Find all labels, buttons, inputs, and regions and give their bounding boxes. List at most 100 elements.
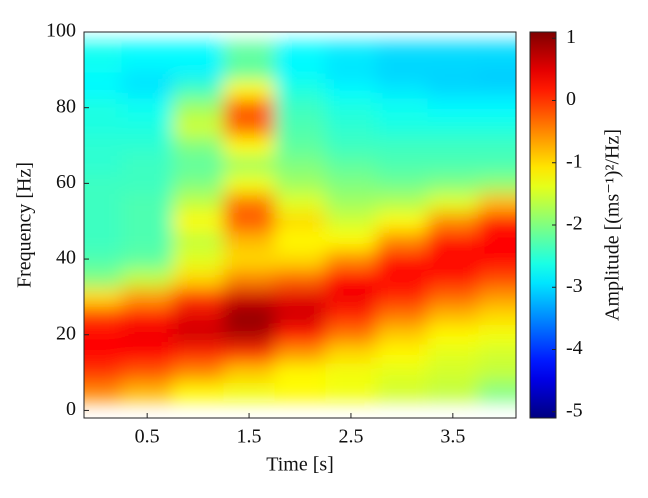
heatmap-cell bbox=[172, 306, 225, 326]
heatmap-cell bbox=[274, 230, 326, 251]
heatmap-cell bbox=[223, 325, 276, 345]
heatmap-cell bbox=[478, 41, 516, 73]
heatmap-cell bbox=[121, 98, 174, 118]
heatmap-cell bbox=[478, 211, 516, 232]
heatmap-cell bbox=[427, 325, 479, 345]
colorbar-tick-label: -4 bbox=[566, 337, 583, 359]
heatmap-cell bbox=[427, 211, 479, 232]
heatmap-cell bbox=[121, 363, 174, 383]
y-tick-label: 80 bbox=[56, 95, 76, 117]
heatmap-cell bbox=[325, 230, 377, 251]
heatmap-cell bbox=[223, 79, 276, 99]
heatmap-cell bbox=[325, 382, 377, 402]
heatmap-cell bbox=[376, 192, 428, 213]
heatmap-cell bbox=[223, 211, 276, 232]
heatmap-cell bbox=[172, 382, 225, 402]
heatmap-cell bbox=[274, 249, 326, 270]
heatmap-cell bbox=[223, 136, 276, 156]
heatmap-cell bbox=[274, 98, 326, 118]
x-tick-label: 1.5 bbox=[237, 426, 262, 448]
heatmap-cell bbox=[121, 268, 174, 288]
heatmap-cell bbox=[478, 98, 516, 118]
heatmap-cell bbox=[121, 41, 174, 73]
heatmap-cell bbox=[376, 79, 428, 99]
heatmap-cell bbox=[376, 136, 428, 156]
heatmap-cell bbox=[478, 306, 516, 326]
heatmap-cell bbox=[274, 117, 326, 137]
heatmap-cell bbox=[172, 325, 225, 345]
y-tick-label: 40 bbox=[56, 247, 76, 269]
heatmap-cell bbox=[223, 154, 276, 175]
heatmap-cell bbox=[274, 79, 326, 99]
x-tick-label: 2.5 bbox=[338, 426, 363, 448]
heatmap-cell bbox=[223, 173, 276, 194]
heatmap-cell bbox=[84, 192, 123, 213]
heatmap-cell bbox=[223, 249, 276, 270]
heatmap-cell bbox=[376, 363, 428, 383]
heatmap-cell bbox=[376, 382, 428, 402]
heatmap-cell bbox=[478, 325, 516, 345]
heatmap-cell bbox=[478, 363, 516, 383]
heatmap-cell bbox=[84, 117, 123, 137]
heatmap-cell bbox=[121, 287, 174, 307]
colorbar-tick-label: 0 bbox=[566, 88, 576, 110]
heatmap-cell bbox=[376, 268, 428, 288]
heatmap-cell bbox=[223, 306, 276, 326]
heatmap-cell bbox=[427, 154, 479, 175]
heatmap-cell bbox=[376, 287, 428, 307]
heatmap-cell bbox=[223, 192, 276, 213]
plot-frame bbox=[83, 31, 517, 419]
heatmap-cell bbox=[274, 287, 326, 307]
heatmap-cell bbox=[172, 117, 225, 137]
heatmap-cell bbox=[274, 192, 326, 213]
heatmap-cell bbox=[84, 268, 123, 288]
heatmap-cell bbox=[376, 117, 428, 137]
heatmap-cell bbox=[427, 382, 479, 402]
heatmap-cell bbox=[172, 173, 225, 194]
heatmap-cell bbox=[84, 306, 123, 326]
heatmap-cell bbox=[427, 268, 479, 288]
heatmap-cell bbox=[121, 344, 174, 364]
heatmap-cell bbox=[172, 192, 225, 213]
heatmap-cell bbox=[325, 325, 377, 345]
heatmap-cell bbox=[274, 363, 326, 383]
heatmap-cell bbox=[172, 363, 225, 383]
colorbar-tick-label: -3 bbox=[566, 275, 583, 297]
heatmap-cell bbox=[172, 136, 225, 156]
heatmap-cell bbox=[427, 363, 479, 383]
heatmap-cell bbox=[325, 154, 377, 175]
x-tick-label: 0.5 bbox=[135, 426, 160, 448]
heatmap-cell bbox=[223, 363, 276, 383]
heatmap-cell bbox=[478, 230, 516, 251]
y-tick-label: 60 bbox=[56, 171, 76, 193]
heatmap-cell bbox=[376, 325, 428, 345]
heatmap-cell bbox=[172, 268, 225, 288]
heatmap-cell bbox=[325, 211, 377, 232]
heatmap-cell bbox=[427, 306, 479, 326]
heatmap-cell bbox=[427, 41, 479, 73]
heatmap-cell bbox=[121, 136, 174, 156]
heatmap-cell bbox=[172, 230, 225, 251]
heatmap-cell bbox=[478, 382, 516, 402]
heatmap-cell bbox=[84, 249, 123, 270]
heatmap-cell bbox=[274, 211, 326, 232]
heatmap-cell bbox=[84, 230, 123, 251]
heatmap-cell bbox=[478, 268, 516, 288]
heatmap-cell bbox=[376, 41, 428, 73]
colorbar bbox=[529, 31, 557, 419]
heatmap-cell bbox=[427, 287, 479, 307]
heatmap-cell bbox=[325, 249, 377, 270]
heatmap-cell bbox=[376, 154, 428, 175]
heatmap-cell bbox=[84, 173, 123, 194]
x-tick-label: 3.5 bbox=[440, 426, 465, 448]
heatmap-cell bbox=[223, 287, 276, 307]
heatmap-cell bbox=[274, 173, 326, 194]
heatmap-cell bbox=[223, 344, 276, 364]
heatmap-cell bbox=[84, 98, 123, 118]
heatmap-cell bbox=[121, 173, 174, 194]
heatmap-cell bbox=[121, 192, 174, 213]
heatmap-cell bbox=[172, 41, 225, 73]
heatmap-cell bbox=[172, 79, 225, 99]
heatmap-cell bbox=[121, 230, 174, 251]
heatmap-cell bbox=[84, 363, 123, 383]
